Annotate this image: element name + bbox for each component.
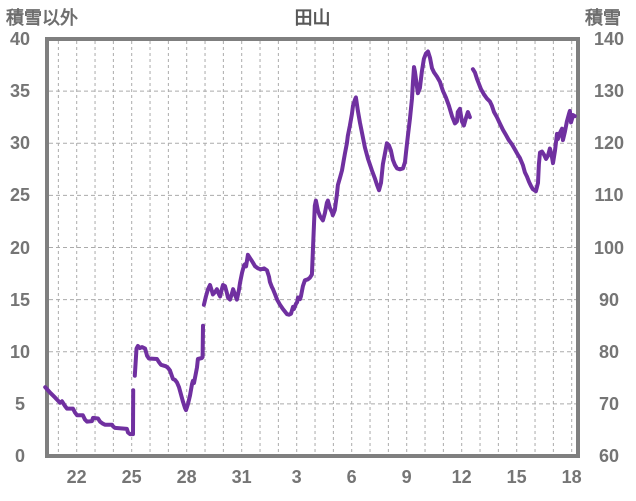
x-tick: 3 [291, 467, 302, 487]
x-tick: 31 [231, 467, 252, 487]
x-tick: 15 [506, 467, 527, 487]
x-tick: 25 [121, 467, 142, 487]
y-left-tick: 10 [9, 341, 31, 362]
left-axis-title: 積雪以外 [6, 8, 78, 28]
snow-depth-line [132, 323, 205, 413]
y-right-tick: 130 [593, 81, 625, 102]
y-right-tick: 120 [593, 133, 625, 154]
y-left-tick: 5 [14, 393, 25, 414]
y-left-tick: 35 [9, 81, 31, 102]
chart-title: 田山 [294, 8, 331, 28]
right-axis-title: 積雪 [585, 8, 621, 28]
y-left-tick: 20 [9, 237, 31, 258]
y-left-tick: 40 [9, 29, 31, 49]
y-right-tick: 70 [598, 393, 620, 414]
y-left-tick: 15 [9, 289, 31, 310]
x-tick: 6 [346, 467, 357, 487]
y-right-tick: 140 [593, 29, 625, 49]
snow-depth-line [470, 67, 577, 194]
y-left-tick: 25 [9, 185, 31, 206]
snow-depth-line [201, 49, 472, 317]
y-right-tick: 100 [593, 237, 625, 258]
x-tick: 22 [66, 467, 87, 487]
y-right-tick: 90 [598, 289, 620, 310]
y-left-tick: 0 [14, 446, 25, 466]
x-tick: 9 [401, 467, 412, 487]
snow-depth-line [43, 385, 136, 437]
x-tick: 28 [176, 467, 197, 487]
x-tick: 18 [561, 467, 582, 487]
plot-border [45, 37, 580, 458]
y-right-tick: 60 [598, 446, 620, 466]
x-tick: 12 [451, 467, 472, 487]
y-right-tick: 80 [598, 341, 620, 362]
y-left-tick: 30 [9, 133, 31, 154]
y-right-tick: 110 [594, 185, 624, 206]
